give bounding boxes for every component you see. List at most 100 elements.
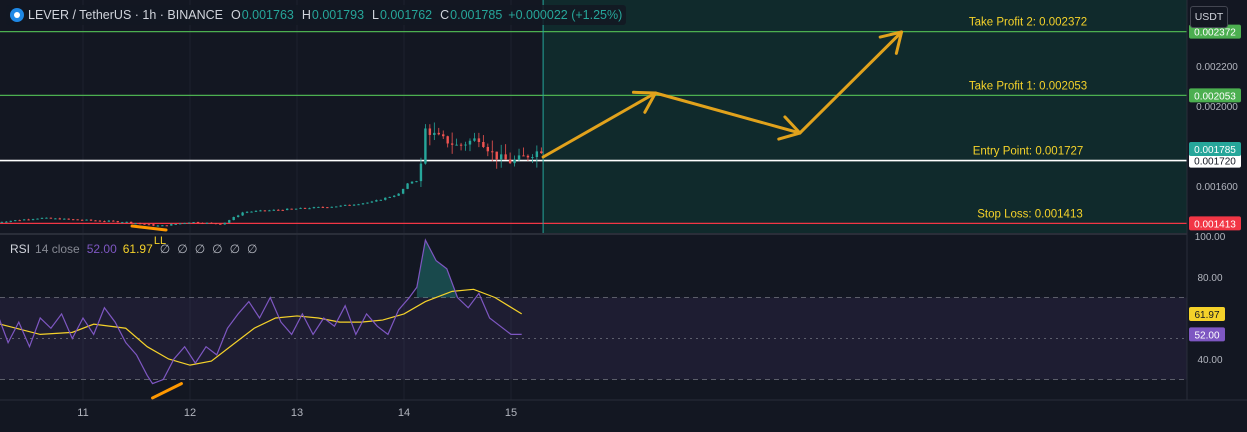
price-tag-0: 0.002372 <box>1194 28 1236 39</box>
candle-body-50 <box>219 223 222 225</box>
symbol-title[interactable]: LEVER / TetherUS · 1h · BINANCE <box>28 8 223 22</box>
candle-body-34 <box>147 224 151 226</box>
projection-segment-1 <box>541 91 657 159</box>
candle-body-23 <box>98 220 102 222</box>
candle-body-10 <box>40 217 44 219</box>
candle-body-60 <box>263 210 267 212</box>
rsi-legend-na-2: ∅ <box>177 242 188 256</box>
price-tag-3: 0.001413 <box>1194 219 1236 230</box>
ll-label: LL <box>154 235 166 247</box>
level-label-0: Take Profit 2: 0.002372 <box>969 17 1087 29</box>
candle-body-16 <box>67 218 70 220</box>
candle-body-103 <box>455 144 458 146</box>
candle-body-69 <box>303 207 307 209</box>
ohlc-low-value: 0.001762 <box>379 8 433 22</box>
price-tag-1: 0.002053 <box>1194 91 1236 102</box>
candle-body-22 <box>94 220 97 222</box>
candle-body-109 <box>482 141 485 147</box>
level-label-3: Stop Loss: 0.001413 <box>977 208 1083 220</box>
ohlc-open-key: O <box>230 8 241 22</box>
rsi-ma-tag: 61.97 <box>1194 310 1219 321</box>
candle-body-97 <box>428 128 432 135</box>
ohlc-low-key: L <box>372 8 379 22</box>
candle-body-61 <box>268 210 271 212</box>
rsi-legend-na-4: ∅ <box>212 242 223 256</box>
candle-body-72 <box>317 206 320 208</box>
time-tick-0: 11 <box>77 407 88 419</box>
candle-body-39 <box>170 224 173 226</box>
lever-coin-icon <box>10 8 24 22</box>
rsi-legend-value: 52.00 <box>86 242 117 256</box>
rsi-pane[interactable] <box>0 238 1187 400</box>
candle-body-30 <box>129 221 133 224</box>
candle-body-108 <box>477 138 481 142</box>
price-pane[interactable]: Take Profit 2: 0.002372 Take Profit 1: 0.… <box>0 0 1187 400</box>
time-tick-3: 14 <box>398 407 410 419</box>
candle-body-24 <box>103 221 106 223</box>
projection-segment-3 <box>798 30 904 135</box>
candle-body-7 <box>27 219 30 221</box>
candle-body-122 <box>540 151 543 154</box>
rsi-tick-0: 40.00 <box>1197 355 1222 366</box>
candle-body-89 <box>392 195 396 197</box>
candle-body-101 <box>446 136 449 144</box>
ll-stroke <box>130 224 168 232</box>
candle-body-1 <box>0 221 4 223</box>
price-axis[interactable]: 0.001600 0.002000 0.002200 0.002372 0.00205… <box>1186 0 1247 427</box>
candle-body-121 <box>535 151 539 158</box>
candle-body-94 <box>415 181 418 183</box>
price-tag-bg-2 <box>1189 153 1241 168</box>
rsi-legend-params: 14 close <box>35 242 80 256</box>
candle-body-15 <box>63 218 66 220</box>
candle-body-102 <box>450 143 454 145</box>
candle-body-98 <box>433 132 436 135</box>
candle-body-27 <box>116 221 119 223</box>
candle-body-81 <box>357 204 360 206</box>
candle-body-104 <box>459 144 463 146</box>
rsi-legend-na-5: ∅ <box>229 242 241 256</box>
candle-body-52 <box>228 220 231 223</box>
candle-body-54 <box>236 215 240 218</box>
candle-body-29 <box>125 221 128 223</box>
candle-body-57 <box>250 211 253 213</box>
candle-body-113 <box>499 154 503 160</box>
candle-body-93 <box>410 181 414 184</box>
price-levels: Take Profit 2: 0.002372 Take Profit 1: 0.… <box>0 17 1187 224</box>
ohlc-high-value: 0.001793 <box>311 8 365 22</box>
candle-body-9 <box>36 218 39 220</box>
candle-body-99 <box>437 132 440 135</box>
rsi-line <box>0 238 522 385</box>
candle-body-78 <box>343 204 347 206</box>
candle-body-14 <box>58 218 62 220</box>
currency-button[interactable]: USDT <box>1190 6 1228 28</box>
candle-body-85 <box>375 200 378 202</box>
time-tick-labels: 11 12 13 14 15 <box>77 407 517 419</box>
rsi-legend-name[interactable]: RSI <box>10 242 31 256</box>
candle-body-19 <box>80 219 84 221</box>
candle-body-25 <box>107 220 111 222</box>
symbol-legend[interactable]: LEVER / TetherUS · 1h · BINANCE O 0.00176… <box>6 5 627 25</box>
candle-body-79 <box>348 204 351 206</box>
rsi-legend-ma-value: 61.97 <box>122 242 153 256</box>
price-grid <box>82 0 512 400</box>
rsi-ma-line <box>0 288 523 366</box>
time-tick-1: 12 <box>184 407 196 419</box>
price-tag-bg-0 <box>1189 24 1241 39</box>
candle-body-91 <box>401 188 405 194</box>
candle-body-65 <box>285 208 289 211</box>
rsi-legend[interactable]: RSI 14 close 52.00 61.97 ∅ ∅ ∅ ∅ ∅ ∅ <box>10 242 258 256</box>
rsi-legend-na-1: ∅ <box>159 242 171 256</box>
time-axis[interactable]: 11 12 13 14 15 <box>0 399 1247 419</box>
candle-body-51 <box>223 222 226 225</box>
price-tag-2: 0.001720 <box>1194 157 1236 168</box>
candle-body-105 <box>464 144 467 146</box>
candle-body-80 <box>352 204 356 206</box>
last-price-tag: 0.001785 <box>1194 145 1236 156</box>
candle-body-2 <box>5 221 8 223</box>
candle-body-49 <box>214 223 218 225</box>
price-tags: 0.002372 0.002053 0.001720 0.001413 0.001785 <box>1189 24 1241 231</box>
candle-body-111 <box>491 151 494 153</box>
candle-body-62 <box>272 209 276 211</box>
